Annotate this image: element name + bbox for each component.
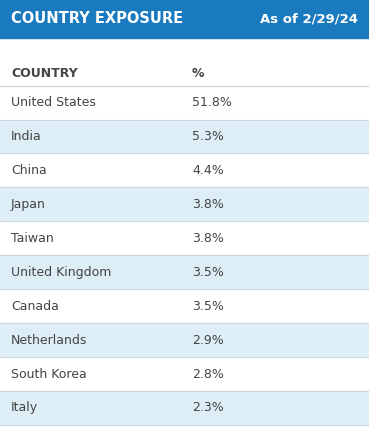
Text: Taiwan: Taiwan	[11, 232, 54, 245]
Text: As of 2/29/24: As of 2/29/24	[260, 12, 358, 25]
Text: 5.3%: 5.3%	[192, 130, 224, 143]
FancyBboxPatch shape	[0, 120, 369, 154]
Text: South Korea: South Korea	[11, 368, 87, 381]
FancyBboxPatch shape	[0, 323, 369, 357]
Text: 2.8%: 2.8%	[192, 368, 224, 381]
Text: Canada: Canada	[11, 300, 59, 313]
Text: 3.5%: 3.5%	[192, 300, 224, 313]
Text: India: India	[11, 130, 42, 143]
Text: Italy: Italy	[11, 402, 38, 415]
Text: 3.8%: 3.8%	[192, 198, 224, 211]
FancyBboxPatch shape	[0, 255, 369, 289]
Text: 3.8%: 3.8%	[192, 232, 224, 245]
Text: %: %	[192, 67, 204, 80]
Text: China: China	[11, 164, 47, 177]
FancyBboxPatch shape	[0, 187, 369, 221]
FancyBboxPatch shape	[0, 0, 369, 38]
Text: 3.5%: 3.5%	[192, 266, 224, 279]
Text: 51.8%: 51.8%	[192, 96, 232, 109]
Text: Japan: Japan	[11, 198, 46, 211]
Text: 2.3%: 2.3%	[192, 402, 224, 415]
Text: United States: United States	[11, 96, 96, 109]
Text: COUNTRY EXPOSURE: COUNTRY EXPOSURE	[11, 12, 183, 26]
Text: Netherlands: Netherlands	[11, 334, 87, 347]
Text: United Kingdom: United Kingdom	[11, 266, 111, 279]
Text: COUNTRY: COUNTRY	[11, 67, 78, 80]
FancyBboxPatch shape	[0, 391, 369, 425]
Text: 4.4%: 4.4%	[192, 164, 224, 177]
Text: 2.9%: 2.9%	[192, 334, 224, 347]
